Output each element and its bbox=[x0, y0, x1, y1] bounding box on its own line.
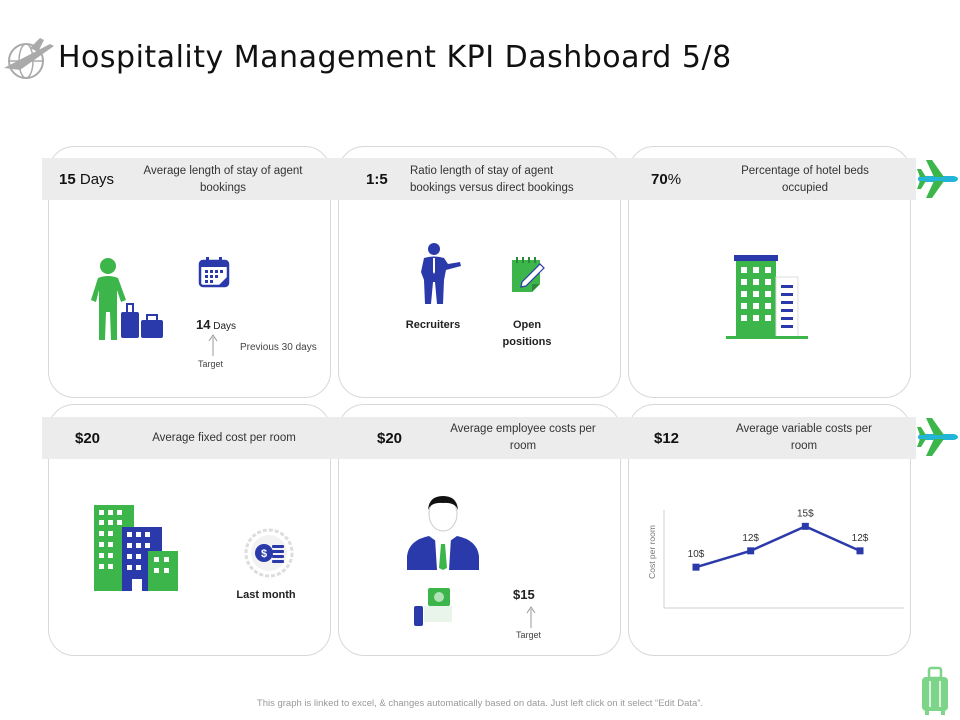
coin-stack-icon: $ bbox=[244, 528, 294, 578]
recruiters-label: Recruiters bbox=[405, 319, 461, 331]
data-point bbox=[692, 563, 700, 571]
target-label: Target bbox=[198, 359, 224, 369]
globe-plane-icon bbox=[0, 36, 56, 82]
kpi-value-fixed-cost: $20 bbox=[75, 430, 101, 447]
traveler-with-luggage-icon bbox=[90, 256, 170, 344]
target-cost-value: $15 bbox=[513, 587, 535, 602]
series-line bbox=[695, 524, 861, 569]
footer-note: This graph is linked to excel, & changes… bbox=[256, 698, 704, 709]
notepad-pencil-icon bbox=[510, 256, 548, 294]
kpi-band-bottom-overlay bbox=[42, 417, 916, 459]
suitcase-icon bbox=[920, 666, 950, 716]
kpi-value-variable-cost: $12 bbox=[654, 430, 680, 447]
days-count: 14 Days bbox=[196, 317, 237, 332]
svg-text:$: $ bbox=[261, 548, 267, 560]
kpi-value-avg-stay: 15 Days bbox=[59, 171, 115, 188]
data-point bbox=[856, 547, 864, 555]
data-label: 15$ bbox=[797, 508, 814, 519]
kpi-desc-ratio: Ratio length of stay of agent bookings v… bbox=[410, 165, 574, 194]
open-positions-label: Open positions bbox=[502, 319, 552, 348]
data-point bbox=[801, 522, 809, 530]
kpi-value-ratio: 1:5 bbox=[366, 171, 388, 188]
hotel-building-icon bbox=[726, 255, 808, 339]
page-title: Hospitality Management KPI Dashboard 5/8 bbox=[58, 40, 732, 75]
kpi-desc-bed-occupancy: Percentage of hotel beds occupied bbox=[741, 165, 869, 194]
data-label: 12$ bbox=[742, 533, 759, 544]
city-buildings-icon bbox=[94, 505, 180, 593]
variable-cost-chart: Cost per room 10$ 12$ 15$ 12$ bbox=[640, 500, 910, 620]
airplane-icon bbox=[916, 418, 958, 456]
kpi-value-bed-occupancy: 70% bbox=[651, 171, 682, 188]
airplane-icon bbox=[916, 160, 958, 198]
kpi-value-employee-cost: $20 bbox=[377, 430, 403, 447]
cash-payment-icon bbox=[412, 586, 456, 628]
employee-avatar-icon bbox=[405, 494, 481, 572]
target-arrow-icon bbox=[526, 606, 536, 628]
data-label: 10$ bbox=[688, 549, 705, 560]
kpi-band-top-overlay bbox=[42, 158, 916, 200]
target-arrow-icon bbox=[208, 334, 218, 356]
kpi-desc-fixed-cost: Average fixed cost per room bbox=[152, 432, 296, 444]
businessman-pointing-icon bbox=[418, 242, 464, 306]
data-point bbox=[747, 547, 755, 555]
kpi-desc-avg-stay: Average length of stay of agent bookings bbox=[143, 165, 303, 194]
kpi-desc-variable-cost: Average variable costs per room bbox=[736, 423, 872, 452]
y-axis-label: Cost per room bbox=[647, 525, 657, 579]
calendar-icon bbox=[198, 256, 230, 288]
previous-period-label: Previous 30 days bbox=[240, 342, 317, 353]
target-label: Target bbox=[516, 630, 542, 640]
kpi-desc-employee-cost: Average employee costs per room bbox=[450, 423, 596, 452]
data-label: 12$ bbox=[852, 533, 869, 544]
last-month-label: Last month bbox=[236, 589, 296, 601]
